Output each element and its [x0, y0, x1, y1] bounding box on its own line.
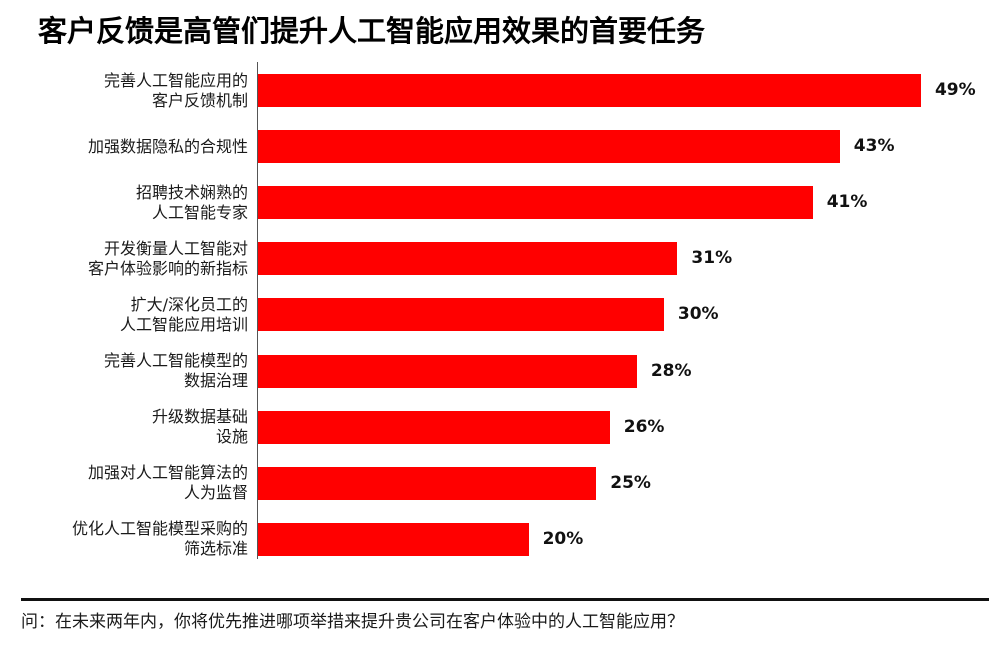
category-label-line: 筛选标准	[183, 539, 248, 559]
category-axis-line	[257, 62, 258, 559]
category-label: 加强对人工智能算法的 人为监督	[8, 463, 248, 503]
category-label-line: 人工智能专家	[151, 202, 248, 222]
category-label: 扩大/深化员工的 人工智能应用培训	[8, 295, 248, 335]
category-label: 加强数据隐私的合规性	[8, 137, 248, 157]
bar	[258, 130, 840, 164]
category-label-line: 人工智能应用培训	[119, 314, 248, 334]
category-label-line: 设施	[215, 427, 248, 447]
category-label-line: 完善人工智能模型的	[103, 351, 248, 370]
footnote-divider	[21, 598, 989, 601]
category-label-line: 客户体验影响的新指标	[87, 258, 248, 278]
category-label-line: 升级数据基础	[151, 407, 248, 427]
category-label: 开发衡量人工智能对 客户体验影响的新指标	[8, 239, 248, 279]
bar	[258, 298, 664, 332]
category-label-line: 完善人工智能应用的	[103, 70, 248, 90]
bar	[258, 186, 813, 220]
category-label-line: 加强对人工智能算法的	[87, 463, 248, 483]
bar-value-label: 26%	[623, 416, 665, 437]
category-label-line: 人为监督	[183, 483, 248, 503]
bar-chart: 完善人工智能应用的 客户反馈机制 49% 加强数据隐私的合规性 43% 招聘技术娴熟的 人工…	[8, 62, 976, 559]
category-label-line: 数据治理	[183, 371, 248, 390]
bar-value-label: 41%	[826, 192, 868, 213]
category-label-line: 招聘技术娴熟的	[135, 182, 248, 202]
bar-value-label: 20%	[542, 528, 584, 549]
category-label-line: 开发衡量人工智能对	[103, 238, 248, 258]
chart-title: 客户反馈是高管们提升人工智能应用效果的首要任务	[38, 14, 706, 48]
bar	[258, 466, 597, 500]
bar	[258, 410, 610, 444]
bar-value-label: 31%	[691, 248, 733, 269]
bar-value-label: 25%	[610, 472, 651, 493]
bar-value-label: 49%	[934, 80, 976, 100]
category-label: 升级数据基础 设施	[8, 407, 248, 447]
category-label: 招聘技术娴熟的 人工智能专家	[8, 183, 248, 223]
category-label-line: 客户反馈机制	[151, 90, 248, 110]
bar-value-label: 43%	[853, 136, 895, 157]
bar	[258, 74, 921, 107]
category-label: 优化人工智能模型采购的 筛选标准	[8, 519, 248, 559]
category-label-line: 优化人工智能模型采购的	[71, 519, 248, 539]
bar	[258, 242, 678, 276]
bar	[258, 522, 529, 556]
category-label: 完善人工智能模型的 数据治理	[8, 351, 248, 391]
category-label-line: 扩大/深化员工的	[130, 294, 248, 314]
bar-value-label: 28%	[650, 360, 692, 381]
bar	[258, 354, 637, 388]
bar-value-label: 30%	[677, 304, 719, 325]
survey-question-footnote: 问：在未来两年内，你将优先推进哪项举措来提升贵公司在客户体验中的人工智能应用？	[21, 612, 684, 632]
category-label-line: 加强数据隐私的合规性	[87, 136, 248, 156]
category-label: 完善人工智能应用的 客户反馈机制	[8, 71, 248, 111]
